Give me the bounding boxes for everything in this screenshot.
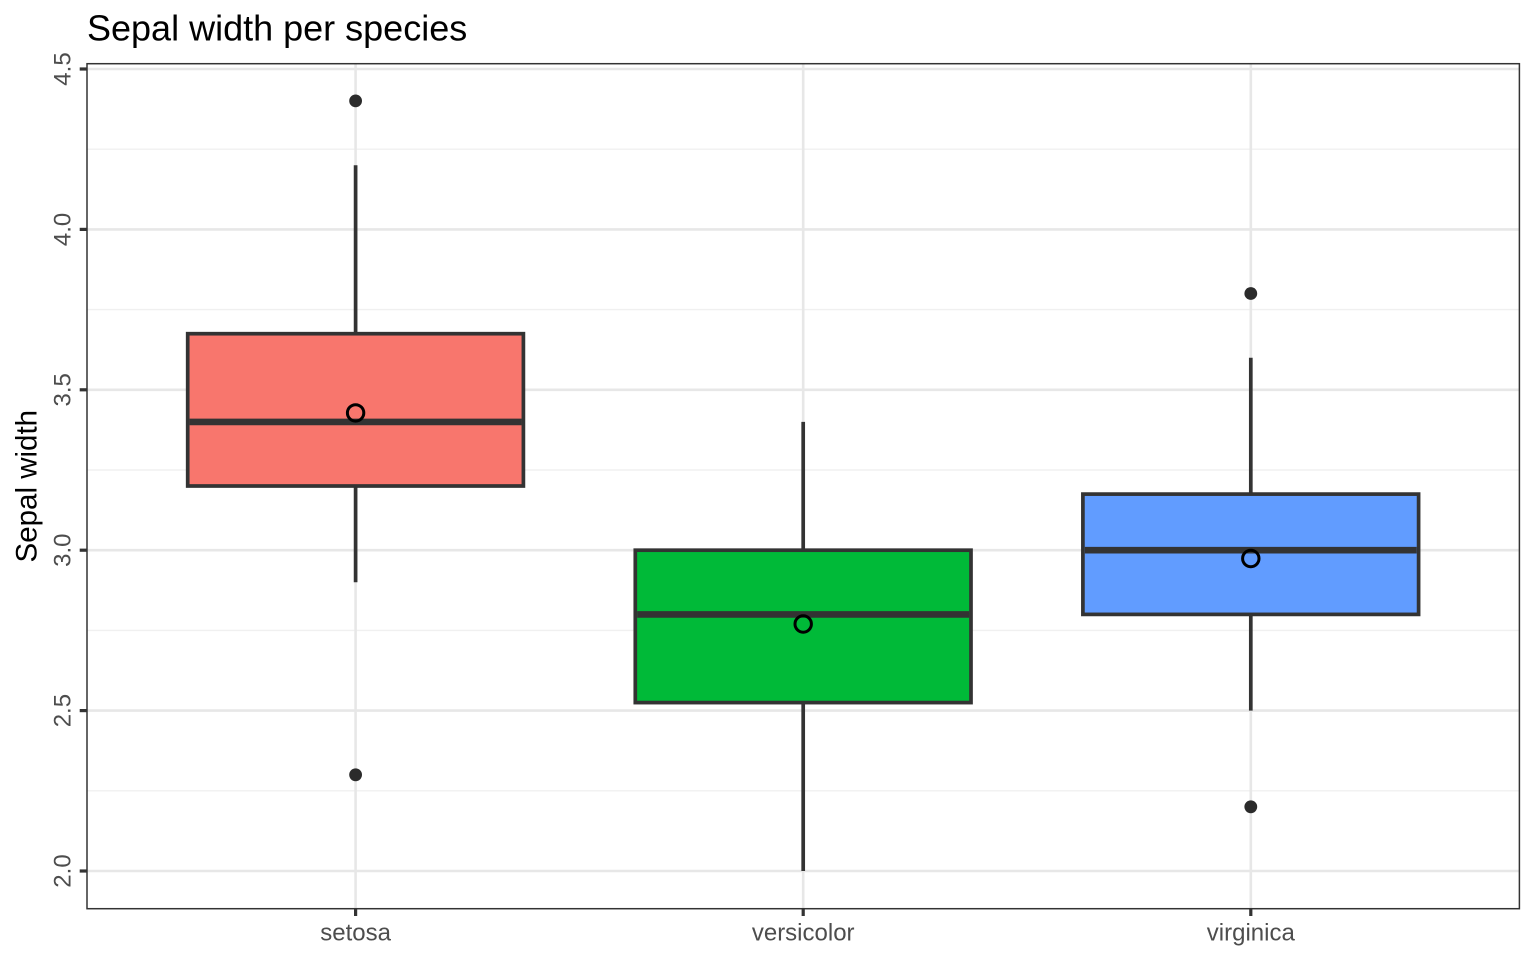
- svg-text:versicolor: versicolor: [752, 920, 855, 947]
- svg-text:2.0: 2.0: [50, 854, 77, 887]
- svg-text:4.5: 4.5: [50, 52, 77, 85]
- svg-text:setosa: setosa: [320, 920, 391, 947]
- svg-text:4.0: 4.0: [50, 213, 77, 246]
- svg-text:Sepal width: Sepal width: [11, 410, 44, 563]
- svg-text:2.5: 2.5: [50, 694, 77, 727]
- svg-text:3.0: 3.0: [50, 534, 77, 567]
- svg-text:virginica: virginica: [1207, 920, 1296, 947]
- svg-text:3.5: 3.5: [50, 373, 77, 406]
- svg-text:Sepal width per species: Sepal width per species: [87, 7, 467, 48]
